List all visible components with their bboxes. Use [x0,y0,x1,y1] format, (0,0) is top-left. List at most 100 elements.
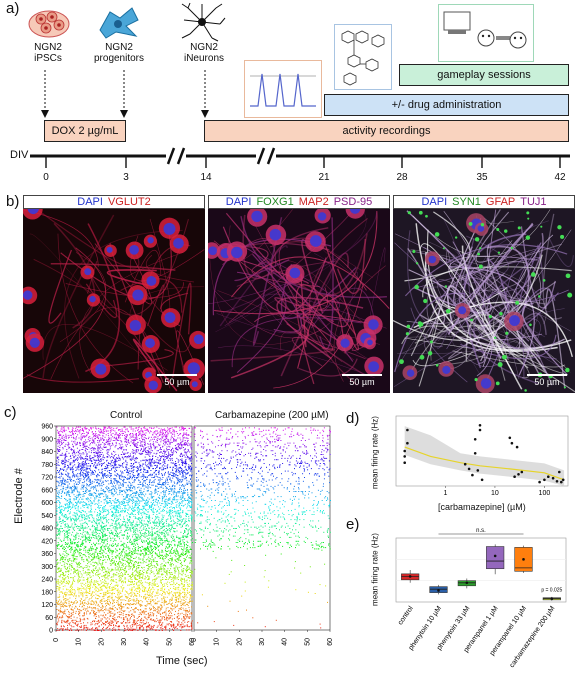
d-data-point [561,478,565,482]
puncta [504,229,508,233]
electrode-tick-label: 660 [41,487,53,494]
control-spikes [56,426,193,631]
nucleus [368,319,379,330]
fiber [406,210,492,314]
time-tick-label: 20 [236,638,243,646]
puncta [407,211,411,215]
fiber [394,242,485,340]
puncta [454,236,458,239]
fiber [444,308,495,366]
electrode-tick-label: 300 [41,564,53,571]
scale-bar-1: 50 µm [157,374,197,387]
nucleus [129,319,141,332]
nucleus [428,255,437,264]
time-tick-label: 10 [214,638,221,646]
puncta [445,308,451,314]
fiber [437,216,465,342]
e-box-6 [542,596,561,601]
fiber [252,217,283,346]
fiber [209,249,322,345]
fiber [218,345,375,379]
fiber [427,218,482,338]
d-data-point [467,467,471,471]
puncta [538,295,541,298]
fiber [473,289,571,332]
time-tick-label: 30 [121,638,128,646]
d-data-point [560,480,563,484]
fiber [446,292,525,378]
nucleus [231,246,243,259]
puncta [529,323,532,327]
time-tick-label: 0 [53,638,60,642]
fiber [217,290,355,361]
electrode-tick-label: 720 [41,475,53,482]
nucleus [477,225,485,232]
div-tick-28: 28 [396,172,408,183]
fiber [487,245,530,324]
puncta [470,318,473,322]
electrode-tick-label: 840 [41,449,53,456]
raster-plot: 0601201802403003604204805406006607207808… [41,424,334,646]
fiber [280,331,343,363]
d-data-point [555,480,559,483]
electrode-tick-label: 60 [45,615,53,622]
fiber [505,229,572,313]
d-data-point [463,462,467,466]
fiber [214,211,378,315]
fiber [309,218,368,386]
nucleus [193,334,204,345]
stage-2-line2: progenitors [93,53,145,64]
drug-administration-bar: +/- drug administration [324,94,569,116]
time-tick-label: 0 [191,638,198,642]
electrode-tick-label: 0 [49,628,53,635]
d-data-point [473,452,477,455]
stage-1-line2: iPSCs [34,53,62,64]
d-x-tick-label: 10 [491,490,499,497]
time-tick-label: 60 [327,638,334,646]
d-x-tick-label: 100 [539,490,551,497]
d-data-point [480,478,484,482]
time-tick-label: 50 [304,638,311,646]
puncta [423,298,428,304]
fiber [431,277,553,386]
nucleus [148,380,158,391]
gameplay-sessions-bar: gameplay sessions [399,64,569,86]
fiber [36,209,140,269]
e-mean-point [465,581,469,585]
image-3-marker-1: DAPI [421,196,448,208]
fiber [276,296,364,360]
drug-molecules-icon [334,24,392,90]
puncta [418,210,423,215]
puncta [505,331,509,335]
e-mean-point [550,597,554,600]
fiber [411,257,541,290]
fiber [106,269,157,288]
fiber [294,304,313,319]
fiber [404,337,534,357]
fiber [172,282,192,378]
micrograph-2-cells [208,209,390,389]
scale-bar-1-label: 50 µm [164,377,190,387]
micrograph-3: 50 µm [393,209,575,393]
nucleus [368,361,380,373]
nucleus [406,369,415,377]
div-tick-14: 14 [200,172,212,183]
fiber [59,252,107,343]
nucleus [132,289,144,301]
electrode-tick-label: 420 [41,538,53,545]
fiber [408,269,548,374]
fiber [279,253,332,322]
d-data-point [471,473,474,477]
nucleus [340,338,350,348]
puncta [414,284,419,290]
micrograph-3-cells [393,209,575,393]
puncta [493,336,497,340]
image-2-marker-1: DAPI [225,196,252,208]
fiber [50,262,176,271]
fiber [89,218,189,316]
nucleus [458,306,467,315]
gameplay-icon [438,4,534,62]
panel-c-label: c) [4,404,17,421]
puncta [497,251,501,254]
fiber [48,249,73,324]
